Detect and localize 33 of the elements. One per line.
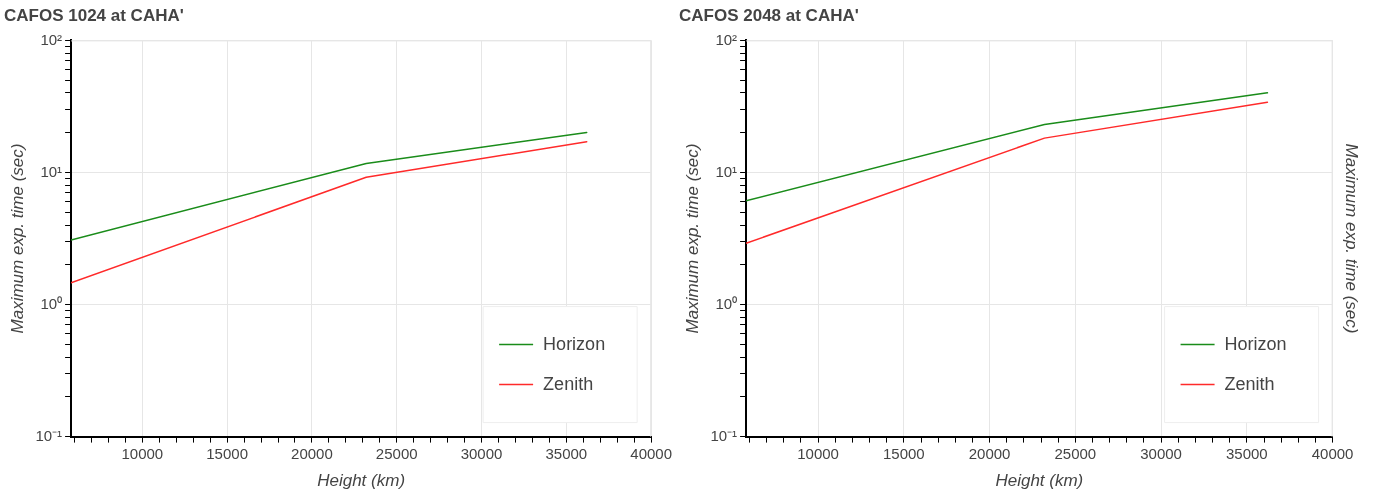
x-tick-label: 25000 — [1054, 444, 1097, 462]
x-tick-label: 20000 — [968, 444, 1011, 462]
legend-label: Horizon — [543, 333, 606, 354]
x-tick-label: 10000 — [797, 444, 839, 462]
x-tick-label: 15000 — [206, 444, 248, 462]
x-tick-label: 20000 — [291, 444, 333, 462]
y-axis-title: Maximum exp. time (sec) — [7, 143, 27, 334]
y-tick-label: 10⁰ — [715, 294, 738, 312]
x-tick-label: 30000 — [460, 444, 503, 462]
x-tick-label: 30000 — [1140, 444, 1182, 462]
x-tick-label: 40000 — [630, 444, 672, 462]
chart-title: CAFOS 2048 at CAHA' — [679, 5, 859, 25]
y-tick-label: 10² — [715, 30, 738, 48]
x-axis-title: Height (km) — [995, 470, 1084, 490]
legend-label: Horizon — [1224, 333, 1287, 354]
y-tick-label: 10⁻¹ — [710, 426, 738, 444]
y-tick-label: 10⁻¹ — [35, 426, 63, 444]
x-axis-title: Height (km) — [317, 470, 406, 490]
x-tick-label: 40000 — [1311, 444, 1354, 462]
x-tick-label: 35000 — [545, 444, 588, 462]
x-tick-label: 15000 — [883, 444, 925, 462]
x-tick-label: 10000 — [121, 444, 164, 462]
x-tick-label: 25000 — [375, 444, 418, 462]
y-tick-label: 10² — [40, 30, 63, 48]
y-tick-label: 10¹ — [715, 162, 738, 180]
chart-title: CAFOS 1024 at CAHA' — [4, 5, 184, 25]
x-tick-label: 35000 — [1225, 444, 1268, 462]
legend-label: Zenith — [543, 373, 594, 394]
legend-label: Zenith — [1224, 373, 1275, 394]
y-axis-title: Maximum exp. time (sec) — [682, 143, 702, 334]
y-tick-label: 10⁰ — [40, 294, 63, 312]
y2-axis-title: Maximum exp. time (sec) — [1342, 143, 1362, 334]
y-tick-label: 10¹ — [40, 162, 63, 180]
